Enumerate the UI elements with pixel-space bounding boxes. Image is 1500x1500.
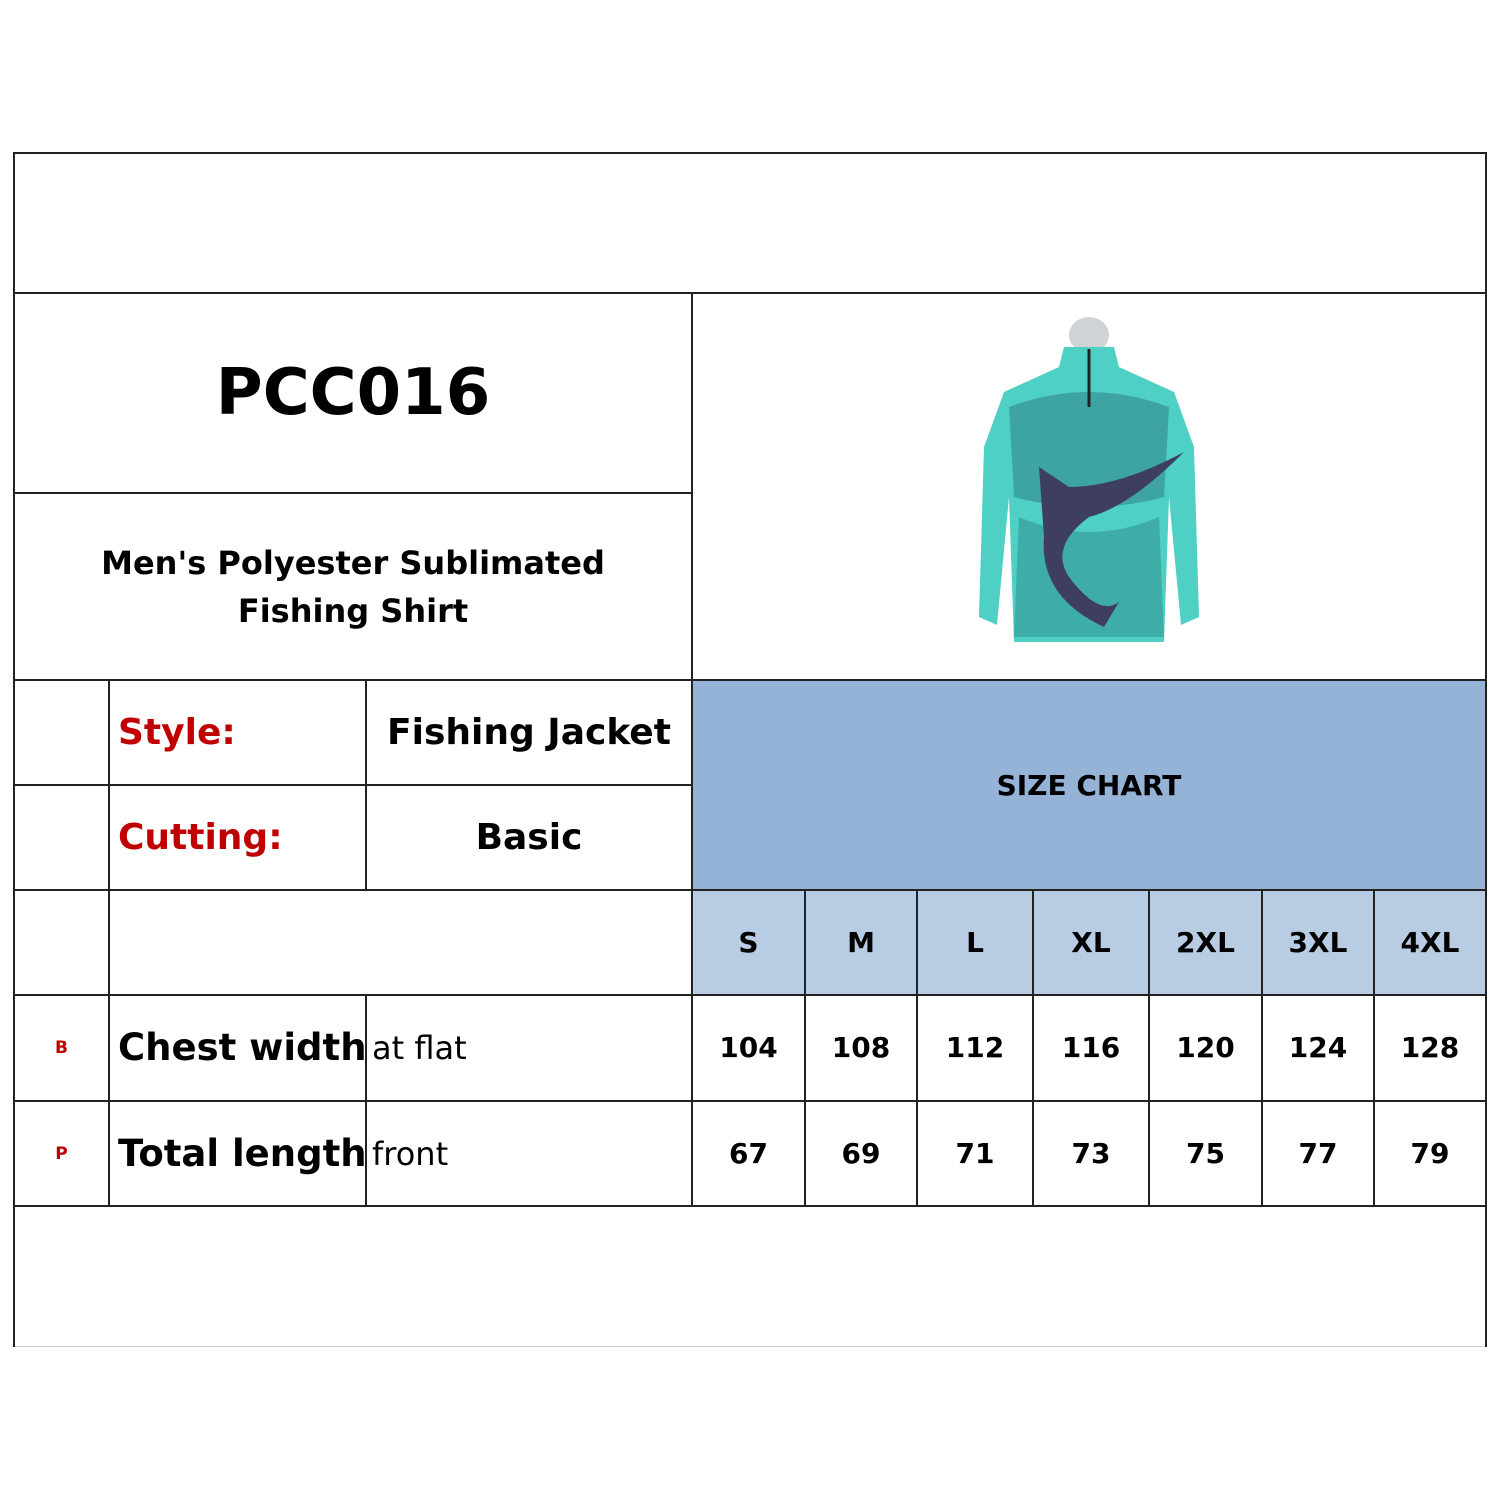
measure-value: 108 bbox=[831, 1031, 891, 1064]
measure-value: 75 bbox=[1186, 1137, 1225, 1170]
size-header-m: M bbox=[805, 890, 917, 995]
measure-note: front bbox=[372, 1134, 449, 1173]
measure-name: Chest width bbox=[118, 1026, 367, 1069]
row-code: P bbox=[55, 1143, 68, 1164]
measure-value: 124 bbox=[1288, 1031, 1348, 1064]
measure-value: 128 bbox=[1400, 1031, 1460, 1064]
measure-value: 67 bbox=[729, 1137, 768, 1170]
size-chart-header: SIZE CHART bbox=[692, 680, 1486, 890]
product-name: Men's Polyester Sublimated Fishing Shirt bbox=[101, 543, 605, 630]
spec-label-style: Style: bbox=[118, 712, 236, 753]
measure-value: 104 bbox=[719, 1031, 778, 1064]
measure-value: 112 bbox=[945, 1031, 1005, 1064]
size-chart-title: SIZE CHART bbox=[996, 768, 1182, 802]
size-header-s: S bbox=[692, 890, 805, 995]
size-header-xl: XL bbox=[1033, 890, 1149, 995]
shirt-image bbox=[979, 316, 1199, 642]
measure-value: 79 bbox=[1410, 1137, 1450, 1170]
spec-value-cutting: Basic bbox=[475, 817, 583, 858]
measure-note: at flat bbox=[372, 1028, 467, 1067]
spec-value-style: Fishing Jacket bbox=[387, 712, 671, 753]
row-code: B bbox=[55, 1037, 68, 1058]
measure-value: 73 bbox=[1071, 1137, 1111, 1170]
measure-value: 71 bbox=[955, 1137, 995, 1170]
measure-value: 116 bbox=[1061, 1031, 1121, 1064]
product-code: PCC016 bbox=[215, 356, 491, 430]
size-header-2xl: 2XL bbox=[1149, 890, 1262, 995]
measure-name: Total length bbox=[118, 1132, 367, 1175]
product-image bbox=[692, 293, 1486, 680]
measure-value: 77 bbox=[1298, 1137, 1338, 1170]
measure-value: 69 bbox=[841, 1137, 881, 1170]
spec-label-cutting: Cutting: bbox=[118, 817, 283, 858]
size-header-3xl: 3XL bbox=[1262, 890, 1374, 995]
size-header-4xl: 4XL bbox=[1374, 890, 1486, 995]
size-header-l: L bbox=[917, 890, 1033, 995]
measure-value: 120 bbox=[1176, 1031, 1235, 1064]
